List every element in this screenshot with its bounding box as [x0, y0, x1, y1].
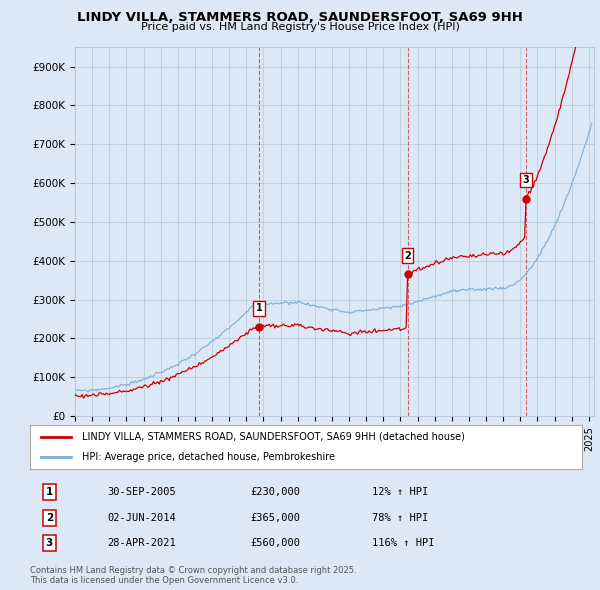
Text: 2: 2	[404, 251, 411, 261]
Text: 28-APR-2021: 28-APR-2021	[107, 538, 176, 548]
Text: 12% ↑ HPI: 12% ↑ HPI	[372, 487, 428, 497]
Text: 3: 3	[46, 538, 53, 548]
Text: 1: 1	[256, 303, 263, 313]
Text: £365,000: £365,000	[251, 513, 301, 523]
Text: 02-JUN-2014: 02-JUN-2014	[107, 513, 176, 523]
Text: 78% ↑ HPI: 78% ↑ HPI	[372, 513, 428, 523]
Text: Price paid vs. HM Land Registry's House Price Index (HPI): Price paid vs. HM Land Registry's House …	[140, 22, 460, 32]
Text: LINDY VILLA, STAMMERS ROAD, SAUNDERSFOOT, SA69 9HH: LINDY VILLA, STAMMERS ROAD, SAUNDERSFOOT…	[77, 11, 523, 24]
Text: 2: 2	[46, 513, 53, 523]
Text: £230,000: £230,000	[251, 487, 301, 497]
Text: Contains HM Land Registry data © Crown copyright and database right 2025.
This d: Contains HM Land Registry data © Crown c…	[30, 566, 356, 585]
Text: 3: 3	[523, 175, 529, 185]
Text: HPI: Average price, detached house, Pembrokeshire: HPI: Average price, detached house, Pemb…	[82, 452, 335, 462]
Text: 30-SEP-2005: 30-SEP-2005	[107, 487, 176, 497]
Text: £560,000: £560,000	[251, 538, 301, 548]
Text: 116% ↑ HPI: 116% ↑ HPI	[372, 538, 435, 548]
Text: 1: 1	[46, 487, 53, 497]
Text: LINDY VILLA, STAMMERS ROAD, SAUNDERSFOOT, SA69 9HH (detached house): LINDY VILLA, STAMMERS ROAD, SAUNDERSFOOT…	[82, 432, 466, 442]
